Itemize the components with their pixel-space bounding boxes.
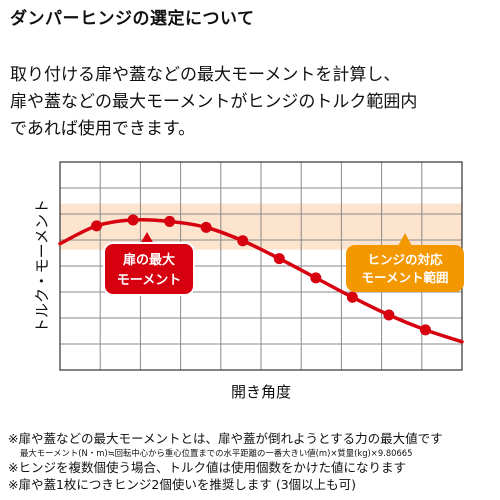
intro-line: であれば使用できます。 (10, 119, 196, 139)
data-point (273, 253, 285, 265)
callout-pointer (140, 232, 154, 244)
callout-max-moment (103, 242, 195, 296)
note-multiple-hinges: ※ヒンジを複数個使う場合、トルク値は使用個数をかけた値になります (8, 460, 406, 475)
data-point (310, 272, 322, 284)
x-axis-label: 開き角度 (231, 383, 291, 401)
notes: ※扉や蓋などの最大モーメントとは、扉や蓋が倒れようとする力の最大値です 最大モー… (8, 430, 498, 493)
intro-line: 扉や蓋などの最大モーメントがヒンジのトルク範囲内 (10, 92, 418, 112)
data-point (164, 215, 176, 227)
callout-pointer (398, 233, 412, 246)
callout-hinge-range-line1: ヒンジの対応 (367, 252, 443, 267)
data-point (237, 235, 249, 247)
note-recommendation: ※扉や蓋1枚につきヒンジ2個使いを推奨します (3個以上も可) (8, 477, 357, 492)
callout-hinge-range-line2: モーメント範囲 (361, 270, 448, 285)
callout-max-moment-line2: モーメント (117, 273, 181, 288)
data-point (419, 324, 431, 336)
data-point (200, 221, 212, 233)
y-axis-label: トルク・モーメント (33, 199, 51, 333)
callout-hinge-range (346, 245, 464, 292)
note-formula: 最大モーメント(N・m)≒回転中心から重心位置までの水平距離の一番大きい値(m)… (20, 448, 413, 458)
page-title: ダンパーヒンジの選定について (10, 9, 255, 29)
data-point (383, 309, 395, 321)
intro-line: 取り付ける扉や蓋などの最大モーメントを計算し、 (10, 65, 401, 85)
intro-text: 取り付ける扉や蓋などの最大モーメントを計算し、 扉や蓋などの最大モーメントがヒン… (10, 62, 490, 143)
callout-max-moment-line1: 扉の最大 (123, 252, 175, 268)
note-max-moment: ※扉や蓋などの最大モーメントとは、扉や蓋が倒れようとする力の最大値です (8, 431, 443, 446)
data-point (346, 291, 358, 303)
data-point (91, 220, 103, 232)
data-point (127, 214, 139, 226)
